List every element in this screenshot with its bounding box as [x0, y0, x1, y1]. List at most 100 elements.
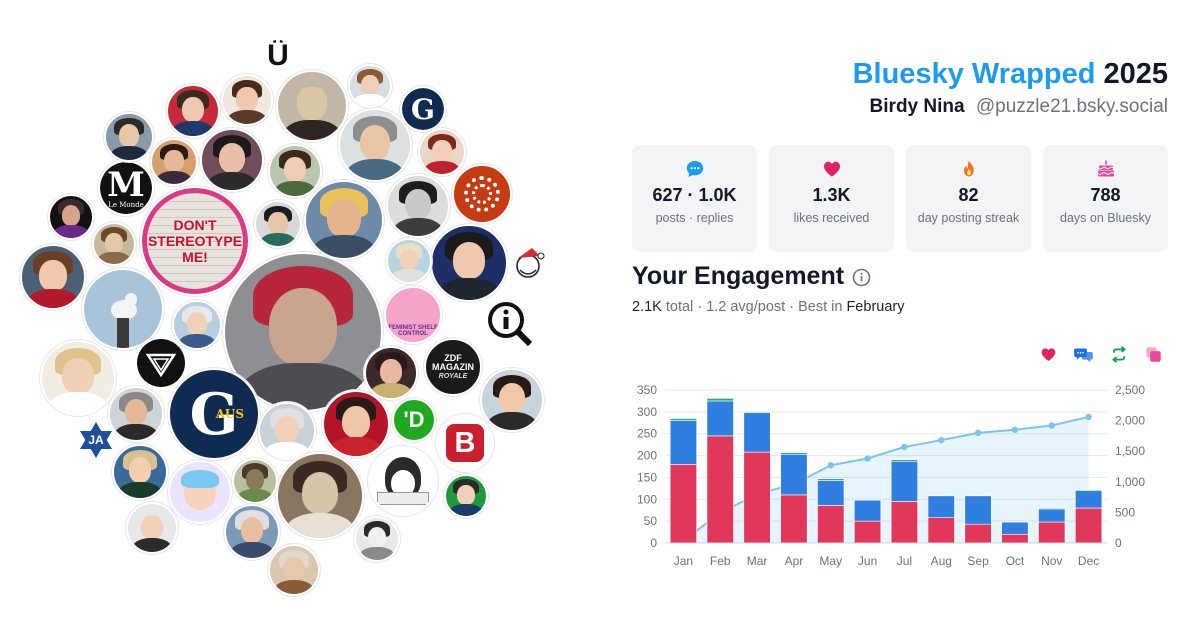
x-tick-label: Mar: [747, 554, 768, 568]
avatar-body: [114, 424, 158, 440]
y-tick-label-right: 500: [1115, 505, 1135, 519]
follower-avatar[interactable]: [444, 474, 488, 518]
cumulative-point: [1085, 413, 1092, 421]
seagull-post: [116, 318, 130, 348]
bar-segment: [669, 464, 697, 544]
bar-segment: [964, 495, 992, 525]
follower-avatar[interactable]: [386, 238, 432, 284]
stat-card-streak: 82 day posting streak: [906, 145, 1031, 252]
follower-avatar[interactable]: [172, 300, 222, 350]
info-icon[interactable]: [852, 268, 871, 292]
engagement-summary: 2.1K total · 1.2 avg/post · Best in Febr…: [632, 299, 905, 315]
follower-avatar[interactable]: 'D: [392, 398, 436, 442]
rings-logo: [464, 176, 500, 212]
follower-avatar[interactable]: [386, 174, 450, 238]
y-tick-label-right: 2,500: [1115, 383, 1145, 397]
follower-avatar[interactable]: [258, 402, 316, 460]
follower-avatar[interactable]: [232, 458, 278, 504]
avatar-face: [61, 205, 81, 227]
bar-segment: [890, 460, 918, 502]
engagement-best-prefix: Best in: [798, 299, 843, 315]
follower-avatar[interactable]: [112, 444, 168, 500]
bar-segment: [964, 523, 992, 544]
user-identity: Birdy Nina @puzzle21.bsky.social: [870, 96, 1168, 118]
follower-avatar[interactable]: [126, 502, 178, 554]
follower-avatar[interactable]: [254, 200, 302, 248]
follower-avatar[interactable]: DON'T STEREOTYPE ME!: [140, 186, 250, 296]
avatar-face: [268, 288, 338, 367]
follower-avatar[interactable]: FEMINIST SHELF CONTROL: [384, 286, 442, 344]
follower-avatar[interactable]: [276, 452, 364, 540]
engagement-title: Your Engagement: [632, 262, 845, 290]
follower-avatar[interactable]: [20, 244, 86, 310]
bar-segment: [669, 418, 697, 421]
follower-avatar[interactable]: [166, 84, 220, 138]
follower-avatar[interactable]: [48, 194, 94, 240]
avatar-body: [329, 436, 383, 456]
follower-avatar[interactable]: [268, 544, 320, 596]
stat-value: 1.3K: [812, 185, 851, 205]
bar-segment: [780, 453, 808, 496]
avatar-face: [404, 189, 432, 220]
avatar-body: [274, 181, 316, 196]
follower-avatar[interactable]: [348, 64, 392, 108]
follower-avatar[interactable]: [104, 112, 154, 162]
follower-avatar[interactable]: [168, 460, 232, 524]
follower-avatar[interactable]: M Le Monde: [98, 160, 154, 216]
heart-icon[interactable]: [1040, 346, 1057, 368]
follower-avatar[interactable]: [108, 386, 164, 442]
penguin-paper: [376, 491, 430, 505]
follower-avatar[interactable]: [150, 138, 198, 186]
follower-avatar[interactable]: [430, 224, 508, 302]
follower-avatar[interactable]: [354, 516, 400, 562]
avatar-body: [353, 94, 387, 106]
bar-segment: [1075, 507, 1103, 544]
user-handle[interactable]: @puzzle21.bsky.social: [975, 96, 1168, 117]
follower-avatar[interactable]: [92, 222, 136, 266]
avatar-face: [105, 232, 123, 253]
guardian-logo: G: [189, 380, 239, 448]
follower-avatar[interactable]: [221, 74, 273, 126]
follower-avatar[interactable]: Ü: [262, 40, 294, 72]
engagement-total-word: total: [665, 299, 694, 315]
follower-avatar[interactable]: G: [400, 86, 446, 132]
follower-avatar[interactable]: ZDF MAGAZIN ROYALE: [424, 338, 482, 396]
follower-avatar[interactable]: [224, 504, 280, 560]
y-tick-label-left: 250: [637, 427, 657, 441]
follower-avatar[interactable]: [200, 128, 264, 192]
follower-avatar[interactable]: [508, 242, 550, 284]
follower-avatar[interactable]: [304, 180, 384, 260]
replies-icon[interactable]: [1074, 346, 1093, 368]
engagement-chart: 0 50 100 150 200 250 300 350 0 500 1,000 1,500 2,000…: [637, 383, 1145, 568]
follower-avatar[interactable]: [268, 144, 322, 198]
follower-avatar[interactable]: [338, 108, 412, 182]
follower-avatar[interactable]: [40, 340, 116, 416]
follower-avatar[interactable]: JA: [76, 420, 116, 460]
follower-avatar[interactable]: [223, 252, 383, 412]
engagement-best-month: February: [846, 299, 905, 315]
follower-avatar[interactable]: G AUS: [168, 368, 260, 460]
follower-avatar[interactable]: [480, 368, 544, 432]
sign-text: DON'T STEREOTYPE ME!: [142, 188, 248, 294]
repost-icon[interactable]: [1110, 346, 1128, 368]
chart-legend: [1040, 346, 1162, 368]
avatar-body: [284, 512, 356, 538]
follower-avatar[interactable]: [136, 338, 186, 388]
y-tick-label-left: 50: [644, 514, 658, 528]
follower-avatar[interactable]: [364, 346, 418, 400]
avatar-face: [367, 527, 387, 549]
stats-row: 627 · 1.0K posts · replies 1.3K likes re…: [632, 145, 1168, 252]
follower-avatar[interactable]: [276, 70, 348, 142]
follower-avatar[interactable]: [322, 390, 390, 458]
follower-avatar[interactable]: [368, 446, 438, 516]
quote-icon[interactable]: [1145, 346, 1162, 368]
cake-icon: [1043, 159, 1168, 179]
follower-avatar[interactable]: [452, 164, 512, 224]
avatar-body: [47, 392, 109, 414]
avatar-face: [283, 556, 305, 581]
follower-avatar[interactable]: [82, 268, 164, 350]
follower-avatar[interactable]: [484, 298, 538, 352]
avatar-body: [370, 383, 412, 398]
follower-avatar[interactable]: [418, 128, 466, 176]
follower-avatar[interactable]: B: [436, 414, 494, 472]
